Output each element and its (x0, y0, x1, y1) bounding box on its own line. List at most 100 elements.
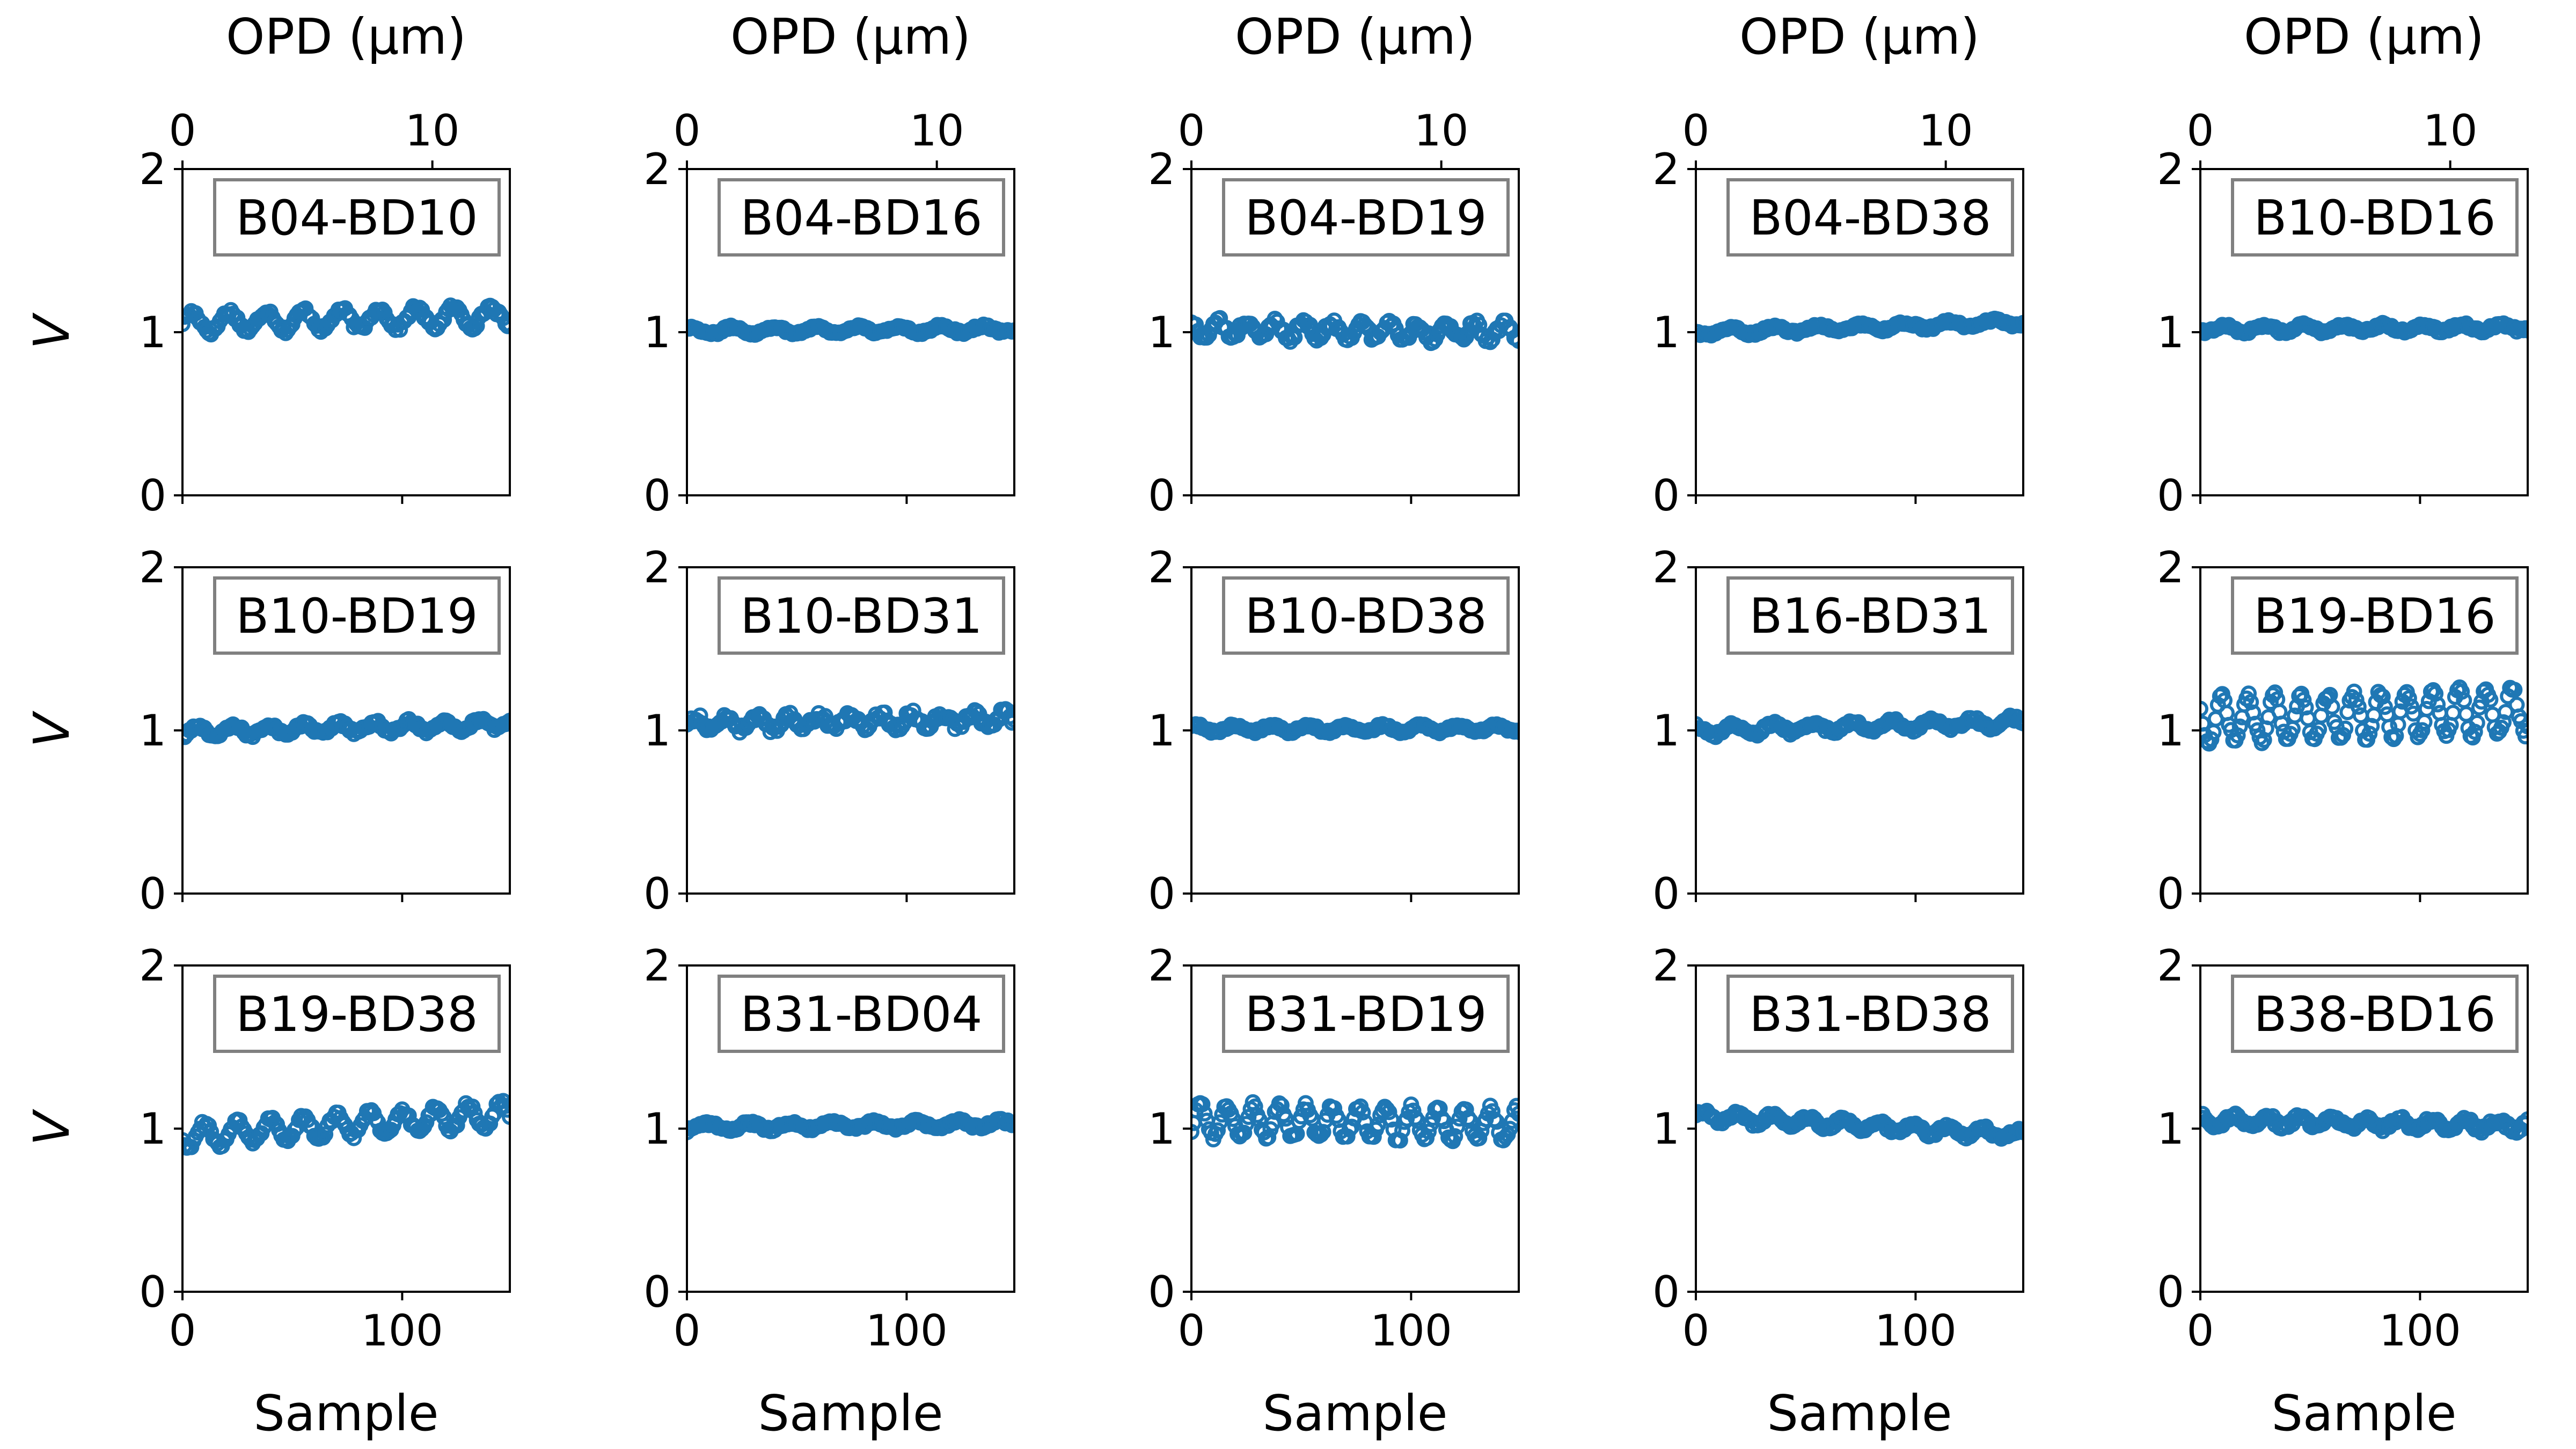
panel-b31-bd04: 0 1 2 0 100 Sample B31-BD04 (643, 941, 1015, 1442)
x2-tick-label: 10 (910, 106, 964, 156)
data-point (2015, 314, 2023, 331)
data-point (1370, 1116, 1386, 1133)
data-point (2231, 718, 2248, 735)
data-point (2241, 685, 2257, 702)
y-tick-label: 0 (2157, 471, 2184, 521)
data-point (1511, 1106, 1519, 1122)
data-point (2414, 722, 2431, 738)
y-tick-label: 2 (139, 144, 166, 194)
sample-axis-title: Sample (758, 1385, 943, 1442)
data-point (282, 318, 298, 335)
data-point (1273, 1097, 1290, 1114)
panel-label: B19-BD16 (2253, 588, 2496, 645)
data-point (1247, 1098, 1263, 1115)
legend-box (1726, 975, 2014, 1053)
data-points (2200, 1106, 2528, 1141)
panel-label: B10-BD31 (740, 588, 982, 645)
data-point (2376, 699, 2393, 715)
x-tick-label: 0 (169, 1306, 196, 1356)
y-tick-label: 0 (139, 471, 166, 521)
data-point (1447, 1128, 1463, 1145)
y-tick-label: 2 (643, 941, 671, 991)
y-tick-label: 2 (643, 144, 671, 194)
data-point (2517, 320, 2528, 336)
panel-label: B19-BD38 (236, 986, 478, 1043)
data-point (2517, 1116, 2528, 1132)
data-point (2498, 704, 2514, 720)
data-point (1004, 714, 1014, 731)
data-points (1191, 716, 1519, 742)
y-tick-label: 2 (2157, 543, 2184, 592)
legend-box (2231, 178, 2519, 257)
y-tick-label: 0 (643, 1267, 671, 1317)
data-point (2520, 322, 2528, 339)
sample-axis-title: Sample (254, 1385, 439, 1442)
data-point (2469, 714, 2485, 731)
data-point (418, 1114, 435, 1131)
x-tick-label: 0 (1682, 1306, 1710, 1356)
data-point (502, 316, 510, 333)
data-point (2429, 696, 2446, 713)
x-tick-label: 100 (1370, 1306, 1452, 1356)
y-axis-title: V (23, 312, 80, 349)
y-tick-label: 0 (1652, 471, 1680, 521)
sample-axis-title: Sample (2272, 1385, 2457, 1442)
data-point (2482, 691, 2499, 708)
y-tick-label: 1 (643, 308, 671, 357)
x-tick-label: 100 (361, 1306, 443, 1356)
data-point (1381, 1104, 1397, 1121)
panel-label: B10-BD19 (236, 588, 478, 645)
data-point (2012, 1122, 2023, 1138)
data-point (346, 1130, 362, 1146)
legend-box (213, 178, 501, 257)
panel-b10-bd38: 0 1 2 B10-BD38 (1148, 543, 1520, 919)
y-tick-label: 0 (139, 1267, 166, 1317)
y-tick-label: 0 (1652, 869, 1680, 919)
data-point (2374, 689, 2391, 705)
data-point (2015, 715, 2023, 731)
data-point (2012, 317, 2023, 334)
y-axis-title: V (23, 1108, 80, 1145)
data-point (1191, 1124, 1199, 1140)
data-point (2454, 683, 2470, 700)
data-point (2346, 683, 2362, 700)
data-points (2200, 314, 2528, 342)
data-point (1194, 1096, 1211, 1113)
data-points (1696, 310, 2023, 343)
data-points (1696, 707, 2023, 745)
panel-label: B04-BD16 (740, 190, 982, 246)
data-point (317, 1126, 334, 1143)
data-point (2496, 714, 2512, 730)
legend-box (718, 576, 1005, 655)
legend-box (718, 975, 1005, 1053)
y-tick-label: 0 (2157, 1267, 2184, 1317)
data-point (2200, 700, 2208, 717)
y-tick-label: 1 (1148, 308, 1175, 357)
panel-label: B31-BD38 (1749, 986, 1991, 1043)
y-tick-label: 2 (1148, 543, 1175, 592)
data-point (2403, 698, 2419, 715)
data-point (2267, 684, 2284, 701)
x-tick-label: 100 (1875, 1306, 1957, 1356)
sample-axis-title: Sample (1263, 1385, 1448, 1442)
data-point (1502, 1121, 1518, 1137)
y-tick-label: 1 (2157, 1104, 2184, 1154)
data-point (1511, 333, 1519, 349)
data-points (1191, 310, 1519, 352)
panel-b19-bd38: 0 1 2 0 100 Sample V B19-BD38 (23, 941, 511, 1442)
y-tick-label: 0 (643, 869, 671, 919)
x-tick-label: 0 (1178, 1306, 1205, 1356)
data-points (182, 711, 510, 745)
legend-box (1726, 178, 2014, 257)
x2-tick-label: 0 (169, 106, 196, 156)
x2-tick-label: 0 (2187, 106, 2214, 156)
opd-axis-title: OPD (μm) (730, 8, 971, 65)
x2-tick-label: 0 (1682, 106, 1710, 156)
data-point (2517, 728, 2528, 745)
data-point (1508, 1097, 1519, 1114)
y-tick-label: 0 (1148, 1267, 1175, 1317)
opd-axis-title: OPD (μm) (226, 8, 466, 65)
